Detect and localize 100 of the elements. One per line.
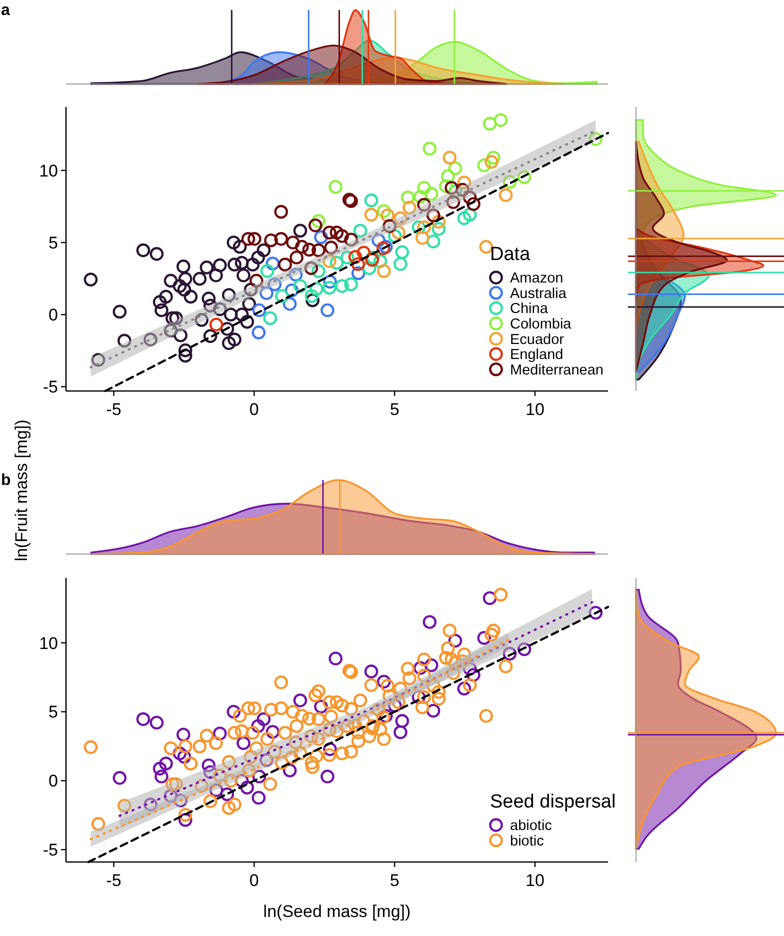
point <box>234 256 249 270</box>
point <box>517 642 532 656</box>
point <box>314 230 328 244</box>
point <box>209 318 224 332</box>
y-tick-label: -5 <box>42 378 58 397</box>
point <box>328 652 343 666</box>
point <box>282 297 297 311</box>
point <box>152 295 167 309</box>
point <box>364 194 378 208</box>
point <box>364 208 378 222</box>
point <box>176 728 190 742</box>
point <box>236 268 250 282</box>
point <box>288 268 303 282</box>
x-tick-label: 10 <box>526 871 544 890</box>
legend-label: England <box>510 347 564 364</box>
point <box>312 264 326 278</box>
point <box>174 794 188 808</box>
legend-title: Data <box>490 244 531 265</box>
point <box>372 233 386 248</box>
point <box>176 260 190 274</box>
point <box>178 348 192 363</box>
point <box>351 257 365 272</box>
point <box>441 169 455 184</box>
point <box>312 243 326 258</box>
point <box>263 311 278 326</box>
x-tick-label: -5 <box>106 400 122 419</box>
point <box>444 180 458 195</box>
point <box>154 770 168 784</box>
point <box>382 219 396 233</box>
point <box>457 211 472 226</box>
point <box>293 224 308 238</box>
point <box>378 708 393 723</box>
point <box>388 229 402 243</box>
point <box>226 704 241 719</box>
point <box>203 765 218 780</box>
point <box>494 113 508 128</box>
point <box>212 726 227 740</box>
point <box>462 208 477 222</box>
point <box>340 250 354 264</box>
point <box>457 176 472 190</box>
point <box>320 303 334 318</box>
point <box>378 240 393 254</box>
point <box>150 716 164 730</box>
legend-label: Colombia <box>510 316 572 332</box>
point <box>220 322 234 336</box>
point <box>234 308 249 322</box>
point <box>422 615 437 629</box>
point <box>502 174 517 189</box>
point <box>388 698 402 712</box>
point <box>224 308 238 322</box>
point <box>432 214 446 229</box>
point <box>517 170 532 184</box>
point <box>365 252 380 267</box>
point <box>275 289 289 303</box>
point <box>251 719 265 733</box>
point <box>252 770 266 784</box>
x-tick-label: -5 <box>106 871 122 890</box>
point <box>412 220 426 234</box>
point <box>482 591 497 606</box>
point <box>335 229 349 243</box>
point <box>306 293 320 308</box>
point <box>376 241 390 256</box>
point <box>304 289 319 303</box>
point <box>177 282 192 297</box>
point <box>335 279 349 293</box>
point <box>212 302 227 316</box>
point <box>172 746 187 760</box>
point <box>166 311 180 326</box>
point <box>240 780 254 794</box>
point <box>312 214 326 228</box>
point <box>348 250 362 264</box>
legend-label: Amazon <box>510 270 564 287</box>
point <box>477 631 492 645</box>
point <box>249 274 264 288</box>
point <box>174 328 188 342</box>
point <box>144 332 158 346</box>
point <box>136 712 150 726</box>
y-tick-label: 0 <box>48 306 58 325</box>
point <box>251 250 265 264</box>
point <box>442 150 457 164</box>
point <box>373 254 388 268</box>
x-tick-label: 5 <box>390 871 400 890</box>
point <box>112 771 127 785</box>
point <box>202 292 216 306</box>
point <box>184 290 198 304</box>
point <box>323 742 337 756</box>
point <box>252 326 266 340</box>
point <box>479 240 494 254</box>
y-tick-label: 5 <box>48 234 58 253</box>
point <box>246 258 260 272</box>
point <box>260 264 274 278</box>
point <box>323 274 337 289</box>
legend-label: China <box>510 301 549 318</box>
point <box>252 790 266 805</box>
legend-label: Australia <box>510 286 568 302</box>
point <box>322 254 336 268</box>
point <box>422 142 437 156</box>
point <box>260 286 274 300</box>
legend-label: Ecuador <box>510 332 564 348</box>
point <box>417 180 431 195</box>
